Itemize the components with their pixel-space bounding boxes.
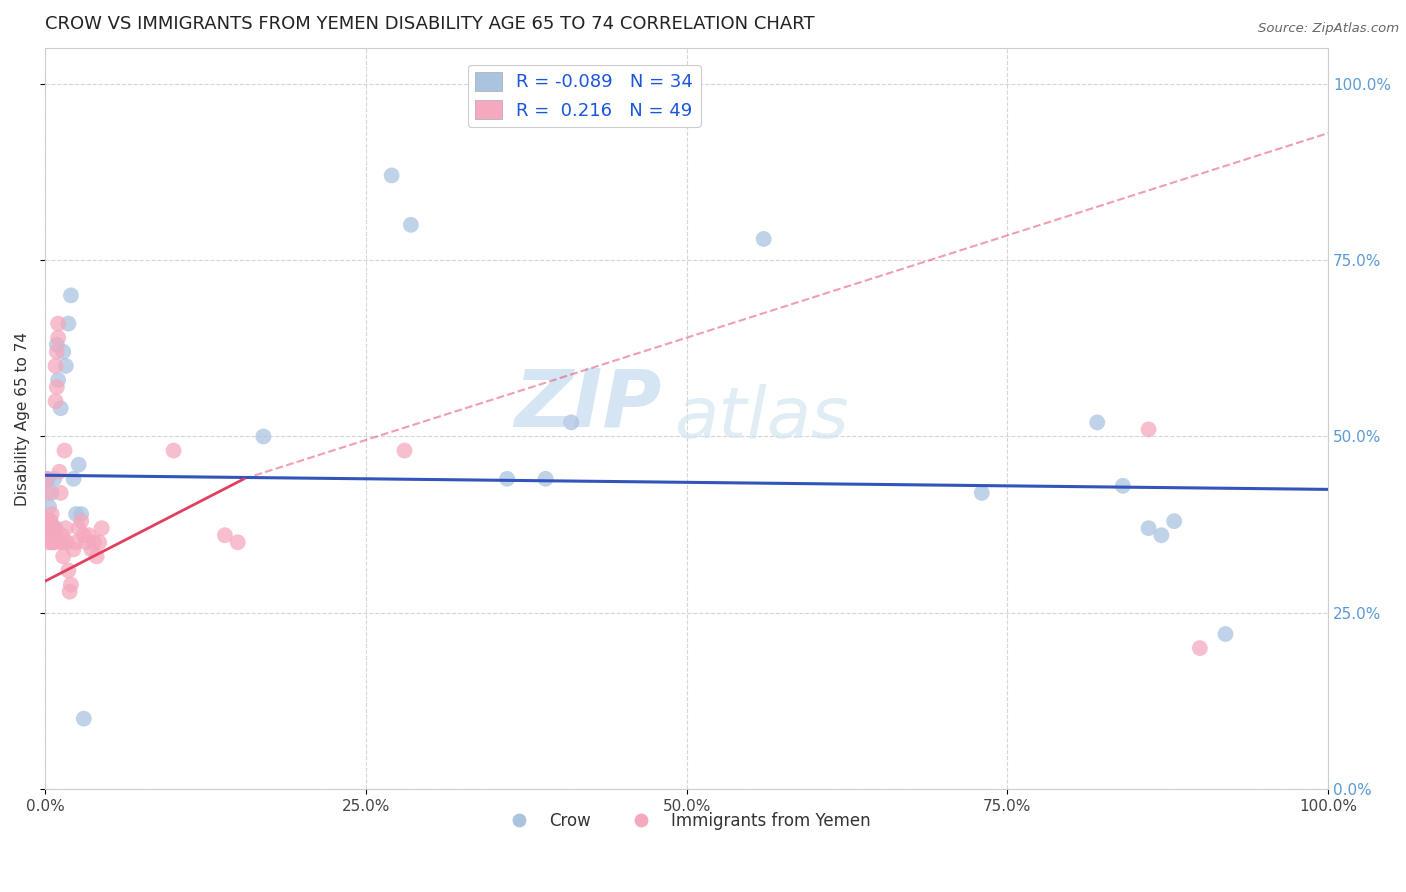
Point [394,443,416,458]
Point [560,415,582,429]
Point [67,521,90,535]
Point [45,380,67,394]
Point [496,472,519,486]
Point [80,542,103,557]
Text: atlas: atlas [673,384,848,453]
Point [38,500,60,514]
Y-axis label: Disability Age 65 to 74: Disability Age 65 to 74 [15,332,30,506]
Point [53,443,76,458]
Point [70,507,93,521]
Point [86,549,108,564]
Point [381,169,404,183]
Point [37,472,59,486]
Point [1163,514,1185,528]
Point [65,507,87,521]
Point [1112,479,1135,493]
Point [1215,627,1237,641]
Point [62,542,84,557]
Point [41,535,63,549]
Point [51,528,73,542]
Point [39,514,62,528]
Point [77,528,100,542]
Point [58,317,80,331]
Point [41,486,63,500]
Point [37,514,59,528]
Point [42,521,65,535]
Point [226,535,249,549]
Point [55,359,77,373]
Text: CROW VS IMMIGRANTS FROM YEMEN DISABILITY AGE 65 TO 74 CORRELATION CHART: CROW VS IMMIGRANTS FROM YEMEN DISABILITY… [45,15,815,33]
Point [48,465,70,479]
Point [90,521,112,535]
Point [45,359,67,373]
Point [62,472,84,486]
Point [970,486,993,500]
Point [55,521,77,535]
Point [44,472,66,486]
Point [49,535,72,549]
Point [46,317,69,331]
Point [45,344,67,359]
Point [58,564,80,578]
Point [1137,422,1160,436]
Point [73,712,96,726]
Point [56,535,79,549]
Point [45,337,67,351]
Legend: Crow, Immigrants from Yemen: Crow, Immigrants from Yemen [496,805,877,837]
Point [59,288,82,302]
Point [45,394,67,409]
Point [39,521,62,535]
Point [45,521,67,535]
Point [752,232,775,246]
Point [42,535,65,549]
Point [162,443,184,458]
Point [52,549,75,564]
Point [52,344,75,359]
Point [83,535,105,549]
Point [49,486,72,500]
Point [35,472,58,486]
Point [89,535,111,549]
Point [73,528,96,542]
Point [214,528,236,542]
Point [38,528,60,542]
Point [1137,521,1160,535]
Point [44,535,66,549]
Point [534,472,557,486]
Point [70,514,93,528]
Point [75,535,97,549]
Point [51,535,73,549]
Point [37,486,59,500]
Point [44,521,66,535]
Point [59,584,82,599]
Point [1188,641,1211,656]
Point [1085,415,1108,429]
Point [1150,528,1173,542]
Point [42,528,65,542]
Point [46,331,69,345]
Point [252,429,274,443]
Text: ZIP: ZIP [513,365,661,443]
Text: Source: ZipAtlas.com: Source: ZipAtlas.com [1258,22,1399,36]
Point [39,514,62,528]
Point [399,218,422,232]
Point [67,458,90,472]
Point [59,577,82,591]
Point [41,507,63,521]
Point [35,472,58,486]
Point [65,535,87,549]
Point [46,373,69,387]
Point [49,401,72,416]
Point [38,535,60,549]
